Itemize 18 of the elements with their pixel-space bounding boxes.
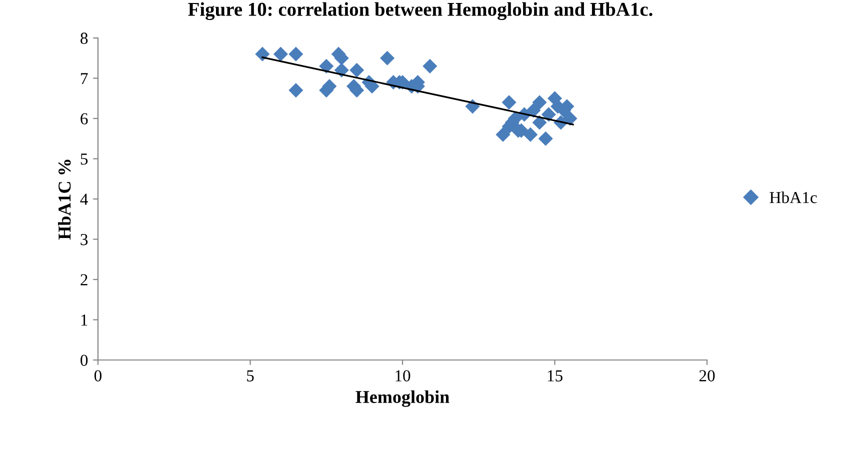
- x-axis-title: Hemoglobin: [356, 390, 450, 407]
- y-tick-label: 4: [80, 194, 88, 205]
- x-tick-label: 5: [247, 370, 254, 382]
- y-axis-title: HbA1C %: [58, 160, 71, 240]
- y-tick-label: 6: [80, 113, 88, 124]
- y-tick-label: 2: [80, 274, 88, 286]
- y-tick-label: 5: [80, 154, 88, 165]
- x-tick-label: 10: [396, 370, 410, 382]
- y-tick-label: 8: [80, 32, 88, 44]
- legend-label: HbA1c: [770, 191, 817, 204]
- y-tick-label: 3: [80, 234, 88, 246]
- y-tick-label: 7: [81, 73, 88, 84]
- x-tick-label: 20: [699, 370, 715, 382]
- chart-title: Figure 10: correlation between Hemoglobin and HbA1c.: [188, 2, 652, 20]
- x-tick-label: 0: [94, 370, 102, 382]
- y-tick-label: 0: [80, 354, 88, 366]
- y-tick-label: 1: [81, 314, 88, 326]
- x-tick-label: 15: [548, 370, 562, 382]
